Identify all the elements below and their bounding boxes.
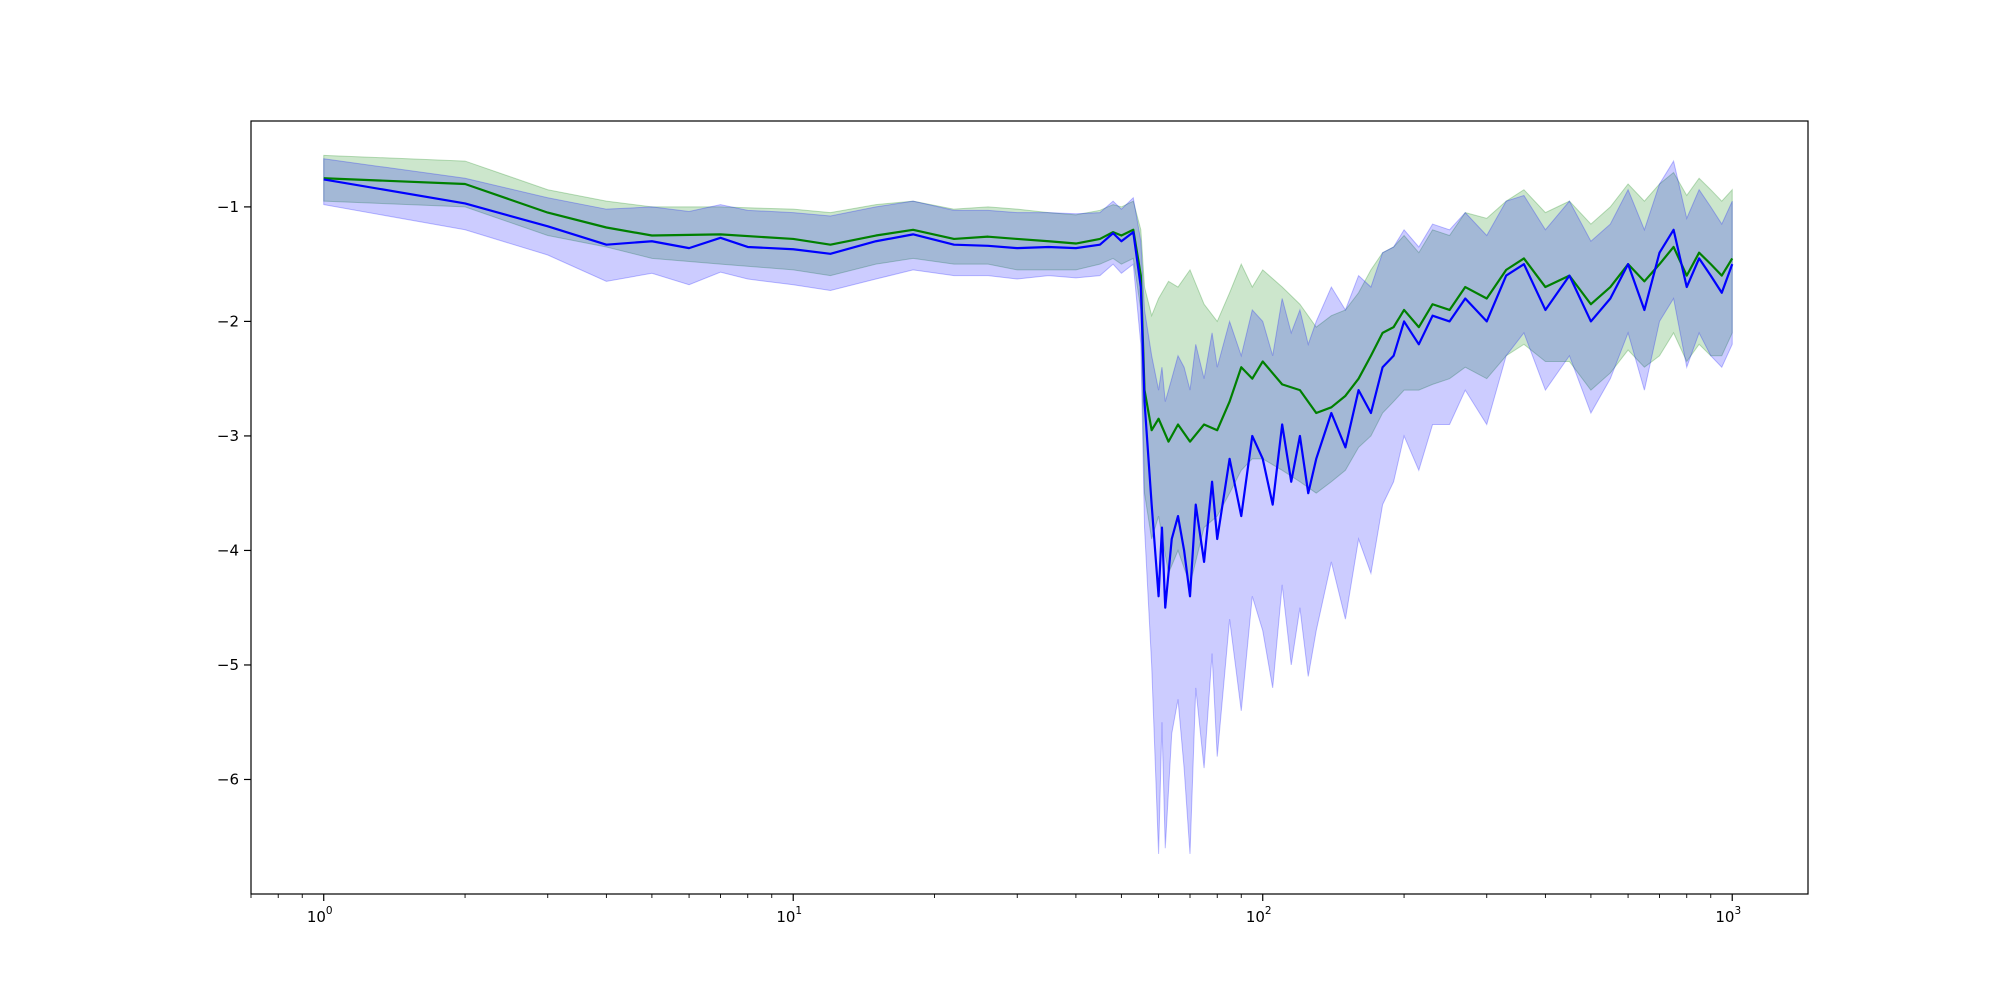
y-tick-label: −5 bbox=[217, 656, 239, 674]
series-1-band bbox=[323, 158, 1733, 854]
plot-frame bbox=[250, 120, 1809, 895]
series-1-line bbox=[323, 178, 1734, 609]
series-0-line bbox=[323, 177, 1734, 443]
y-tick-label: −4 bbox=[217, 541, 239, 559]
uncertainty-bands bbox=[323, 154, 1733, 854]
y-tick-label: −2 bbox=[217, 312, 239, 330]
y-axis-ticks: −1 −2 −3 −4 −5 −6 bbox=[217, 198, 251, 788]
y-tick-label: −3 bbox=[217, 427, 239, 445]
y-tick-label: −1 bbox=[217, 198, 239, 216]
series-0-band bbox=[323, 154, 1733, 587]
y-tick-label: −6 bbox=[217, 770, 239, 788]
series-lines bbox=[323, 177, 1734, 609]
